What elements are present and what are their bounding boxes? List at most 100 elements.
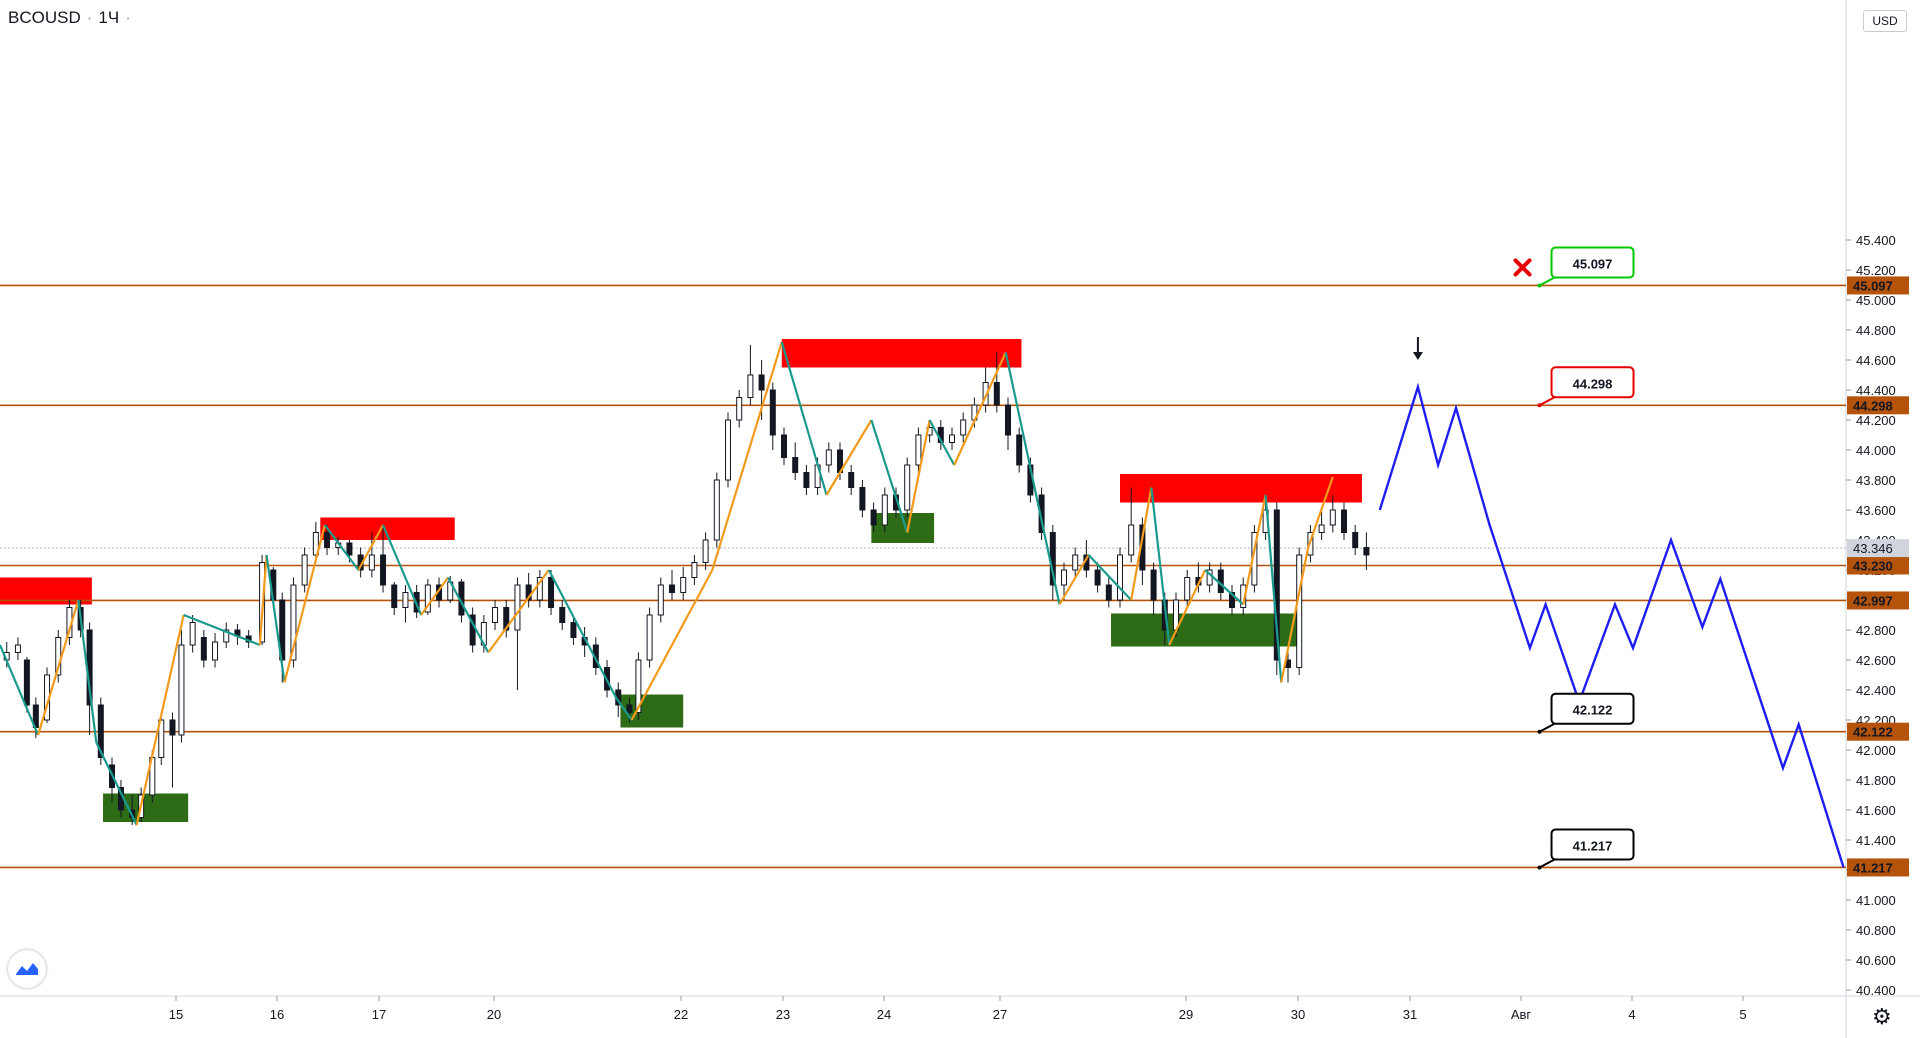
candle-body[interactable] <box>312 532 319 556</box>
candle-body[interactable] <box>503 607 510 631</box>
candle-body[interactable] <box>402 592 409 608</box>
zigzag-down-segment[interactable] <box>183 613 261 647</box>
zigzag-down-segment[interactable] <box>265 554 286 683</box>
zigzag-up-segment[interactable] <box>258 554 268 646</box>
candle-body[interactable] <box>915 434 922 466</box>
candle-body[interactable] <box>536 577 543 601</box>
y-tick-label[interactable]: 40.400 <box>1856 983 1896 998</box>
candle-body[interactable] <box>825 449 832 466</box>
zigzag-up-segment[interactable] <box>1130 487 1153 601</box>
y-tick-label[interactable]: 42.000 <box>1856 743 1896 758</box>
callout-box[interactable] <box>1550 828 1635 861</box>
candle-body[interactable] <box>97 704 104 758</box>
candle-body[interactable] <box>859 487 866 511</box>
candle-body[interactable] <box>949 434 955 443</box>
candle-body[interactable] <box>1229 592 1235 608</box>
candle-body[interactable] <box>548 577 555 608</box>
candle-body[interactable] <box>881 494 888 526</box>
candle-body[interactable] <box>14 644 21 653</box>
zigzag-down-segment[interactable] <box>780 341 828 496</box>
zigzag-up-segment[interactable] <box>135 614 185 826</box>
candle-body[interactable] <box>1150 569 1157 601</box>
x-tick-label[interactable]: 22 <box>674 1007 688 1022</box>
x-tick-label[interactable]: 20 <box>487 1007 501 1022</box>
zigzag-up-segment[interactable] <box>1242 494 1267 605</box>
y-tick-label[interactable]: 43.600 <box>1856 503 1896 518</box>
close-icon[interactable] <box>1513 258 1532 277</box>
candle-body[interactable] <box>178 644 185 736</box>
zigzag-down-segment[interactable] <box>1204 569 1244 606</box>
y-tick-label[interactable]: 42.800 <box>1856 623 1896 638</box>
candle-body[interactable] <box>391 584 398 608</box>
zigzag-up-segment[interactable] <box>37 599 80 736</box>
zigzag-up-segment[interactable] <box>357 524 385 571</box>
candle-body[interactable] <box>1318 524 1325 533</box>
zigzag-up-segment[interactable] <box>953 352 1007 466</box>
candle-body[interactable] <box>189 622 196 646</box>
candle-body[interactable] <box>626 704 633 713</box>
candle-body[interactable] <box>769 389 776 436</box>
candle-body[interactable] <box>1128 524 1135 556</box>
candle-body[interactable] <box>1352 532 1359 548</box>
y-tick-label[interactable]: 41.800 <box>1856 773 1896 788</box>
y-tick-label[interactable]: 40.600 <box>1856 953 1896 968</box>
y-tick-label[interactable]: 44.600 <box>1856 353 1896 368</box>
candle-body[interactable] <box>669 584 675 593</box>
y-tick-label[interactable]: 45.200 <box>1856 263 1896 278</box>
gear-icon[interactable]: ⚙ <box>1872 1004 1892 1029</box>
candle-body[interactable] <box>200 637 207 661</box>
y-tick-label[interactable]: 42.400 <box>1856 683 1896 698</box>
candle-body[interactable] <box>713 479 720 541</box>
candle-body[interactable] <box>1184 577 1191 601</box>
zigzag-down-segment[interactable] <box>1264 494 1283 683</box>
x-tick-label[interactable]: Авг <box>1511 1007 1532 1022</box>
y-tick-label[interactable]: 45.400 <box>1856 233 1896 248</box>
candle-body[interactable] <box>960 419 967 436</box>
forecast-path[interactable] <box>1378 382 1845 868</box>
candle-body[interactable] <box>514 584 521 631</box>
zigzag-up-segment[interactable] <box>825 419 873 496</box>
zigzag-up-segment[interactable] <box>630 569 714 721</box>
y-tick-label[interactable]: 41.000 <box>1856 893 1896 908</box>
x-tick-label[interactable]: 16 <box>270 1007 284 1022</box>
zigzag-down-segment[interactable] <box>1150 487 1171 646</box>
candle-body[interactable] <box>982 382 989 406</box>
symbol-name[interactable]: BCOUSD <box>8 8 81 27</box>
candle-body[interactable] <box>169 719 176 736</box>
zigzag-up-segment[interactable] <box>420 576 449 616</box>
candle-body[interactable] <box>570 622 577 638</box>
zigzag-up-segment[interactable] <box>1307 476 1334 548</box>
candle-body[interactable] <box>792 457 799 473</box>
callout-label[interactable]: 44.298 <box>1573 376 1613 391</box>
candle-body[interactable] <box>1061 569 1067 586</box>
candle-body[interactable] <box>346 542 353 556</box>
support-zone[interactable] <box>1111 613 1302 647</box>
candle-body[interactable] <box>1105 584 1112 601</box>
y-tick-label[interactable]: 42.600 <box>1856 653 1896 668</box>
zigzag-up-segment[interactable] <box>487 569 550 654</box>
zigzag-down-segment[interactable] <box>77 599 98 743</box>
zigzag-down-segment[interactable] <box>0 644 40 736</box>
candle-body[interactable] <box>657 584 664 616</box>
y-tick-label[interactable]: 45.000 <box>1856 293 1896 308</box>
candle-body[interactable] <box>993 382 1000 406</box>
candle-body[interactable] <box>1273 509 1280 661</box>
x-tick-label[interactable]: 5 <box>1739 1007 1746 1022</box>
candle-body[interactable] <box>424 584 431 613</box>
candle-body[interactable] <box>904 464 911 511</box>
x-tick-label[interactable]: 23 <box>776 1007 790 1022</box>
candle-body[interactable] <box>691 562 698 578</box>
candle-body[interactable] <box>1363 547 1370 556</box>
candle-body[interactable] <box>559 607 566 623</box>
zigzag-down-segment[interactable] <box>547 569 617 699</box>
zigzag-up-segment[interactable] <box>711 341 783 571</box>
y-tick-label[interactable]: 44.400 <box>1856 383 1896 398</box>
zigzag-up-segment[interactable] <box>1058 554 1090 606</box>
candle-body[interactable] <box>380 554 387 586</box>
candle-body[interactable] <box>1329 509 1336 526</box>
y-tick-label[interactable]: 41.400 <box>1856 833 1896 848</box>
zigzag-down-segment[interactable] <box>1004 352 1061 605</box>
y-tick-label[interactable]: 44.200 <box>1856 413 1896 428</box>
candle-body[interactable] <box>702 539 709 563</box>
